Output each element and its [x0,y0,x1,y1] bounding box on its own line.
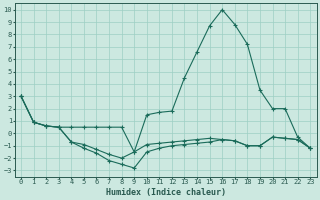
X-axis label: Humidex (Indice chaleur): Humidex (Indice chaleur) [106,188,226,197]
